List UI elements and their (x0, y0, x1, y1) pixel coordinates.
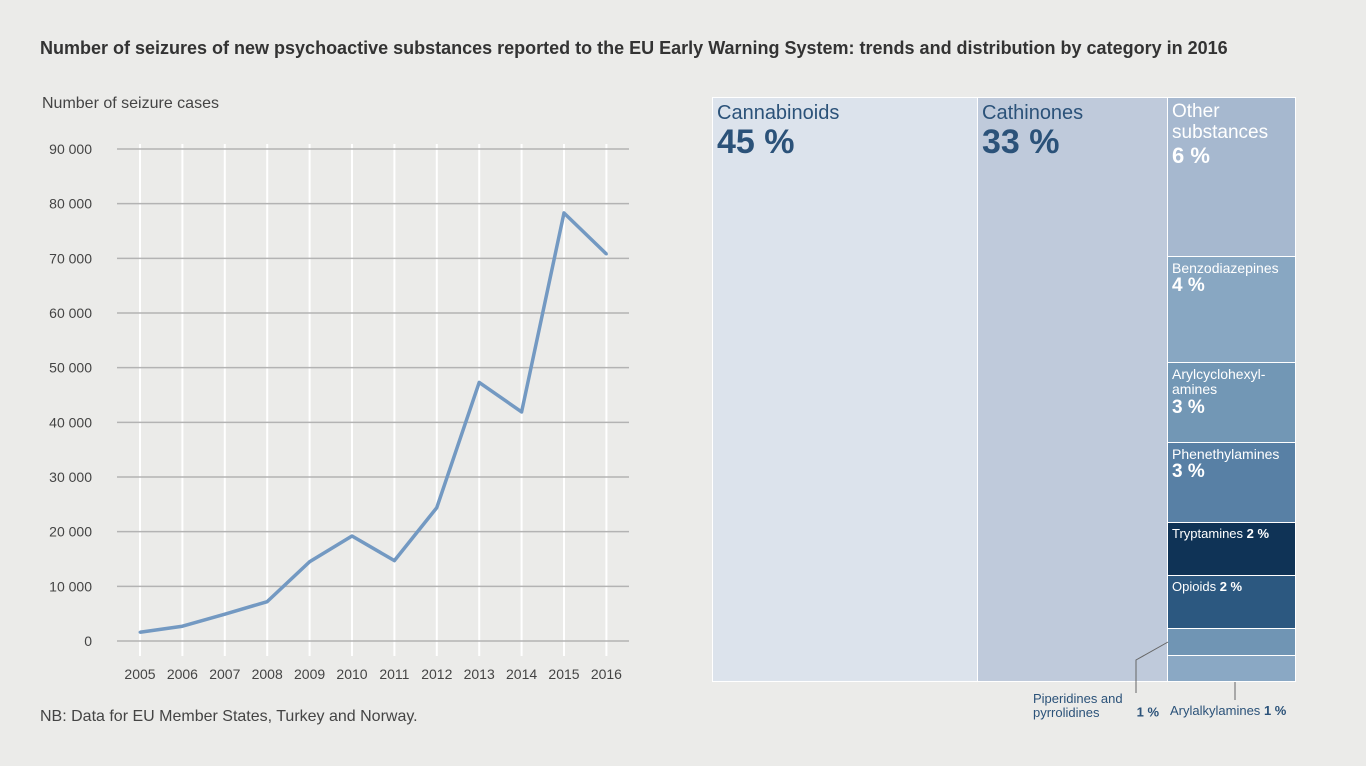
tile-cannabinoids: Cannabinoids 45 % (712, 97, 979, 682)
data-point (265, 600, 269, 604)
tile-value: 4 % (1172, 275, 1205, 297)
x-tick-label: 2012 (421, 666, 452, 682)
tile-name: Other substances (1172, 101, 1269, 143)
y-tick-label: 10 000 (49, 578, 92, 594)
data-point (308, 560, 312, 564)
tile-name: Phenethylamines (1172, 446, 1280, 462)
data-point (138, 630, 142, 634)
y-tick-label: 60 000 (49, 305, 92, 321)
tile-piperidines (1167, 628, 1296, 656)
tile-value: 45 % (717, 123, 795, 161)
x-tick-label: 2011 (379, 666, 409, 682)
tile-name: Arylcyclohexyl-amines (1172, 366, 1266, 398)
data-point (604, 252, 608, 256)
x-tick-label: 2014 (506, 666, 537, 682)
data-point (477, 380, 481, 384)
data-point (180, 624, 184, 628)
tile-opioids: Opioids 2 % (1167, 575, 1296, 629)
label-value: 1 % (1263, 703, 1287, 718)
line-chart: 2005 2006 2007 2008 2009 2010 2011 2012 2013 2014… (49, 141, 629, 682)
tile-other-substances: Other substances 6 % (1167, 97, 1296, 257)
chart-title: Number of seizures of new psychoactive s… (40, 38, 1228, 58)
x-tick-label: 2006 (167, 666, 198, 682)
y-tick-label: 90 000 (49, 141, 92, 157)
tile-name: Cannabinoids (717, 102, 840, 124)
y-tick-label: 20 000 (49, 524, 92, 540)
x-tick-label: 2007 (209, 666, 240, 682)
x-tick-label: 2015 (548, 666, 579, 682)
tile-value: 6 % (1172, 142, 1210, 168)
y-tick-label: 50 000 (49, 360, 92, 376)
tile-value: 2 % (1246, 526, 1270, 541)
data-point (520, 410, 524, 414)
x-tick-label: 2008 (252, 666, 283, 682)
footnote: NB: Data for EU Member States, Turkey an… (40, 708, 418, 725)
tile-value: 2 % (1219, 579, 1243, 594)
tile-tryptamines: Tryptamines 2 % (1167, 522, 1296, 576)
tile-arylalkylamines (1167, 655, 1296, 682)
tile-name: Benzodiazepines (1172, 260, 1279, 276)
tile-name: Cathinones (982, 102, 1084, 124)
data-point (350, 534, 354, 538)
label-name: Arylalkylamines (1170, 703, 1261, 718)
tile-value: 3 % (1172, 396, 1205, 418)
data-point (435, 506, 439, 510)
data-point (562, 211, 566, 215)
tile-name: Opioids (1172, 579, 1217, 594)
tile-benzodiazepines: Benzodiazepines 4 % (1167, 256, 1296, 363)
series-line (139, 211, 608, 634)
x-tick-label: 2013 (464, 666, 495, 682)
tile-value: 33 % (982, 123, 1060, 161)
label-piperidines: Piperidines and pyrrolidines 1 % (1033, 692, 1159, 719)
tile-name: Tryptamines (1172, 526, 1244, 541)
label-value: 1 % (1136, 704, 1160, 720)
y-tick-label: 30 000 (49, 469, 92, 485)
label-arylalkylamines: Arylalkylamines 1 % (1170, 704, 1286, 718)
y-tick-label: 80 000 (49, 196, 92, 212)
y-axis-label: Number of seizure cases (42, 95, 219, 112)
tile-phenethylamines: Phenethylamines 3 % (1167, 442, 1296, 523)
y-tick-label: 0 (84, 633, 92, 649)
label-name: Piperidines and pyrrolidines (1033, 691, 1123, 720)
x-tick-label: 2005 (124, 666, 155, 682)
x-tick-label: 2016 (591, 666, 622, 682)
y-tick-label: 70 000 (49, 250, 92, 266)
y-tick-label: 40 000 (49, 414, 92, 430)
data-point (223, 612, 227, 616)
tile-arylcyclohexylamines: Arylcyclohexyl-amines 3 % (1167, 362, 1296, 443)
x-tick-label: 2009 (294, 666, 325, 682)
data-point (392, 559, 396, 563)
tile-value: 3 % (1172, 461, 1205, 483)
x-tick-label: 2010 (336, 666, 367, 682)
tile-cathinones: Cathinones 33 % (977, 97, 1169, 682)
